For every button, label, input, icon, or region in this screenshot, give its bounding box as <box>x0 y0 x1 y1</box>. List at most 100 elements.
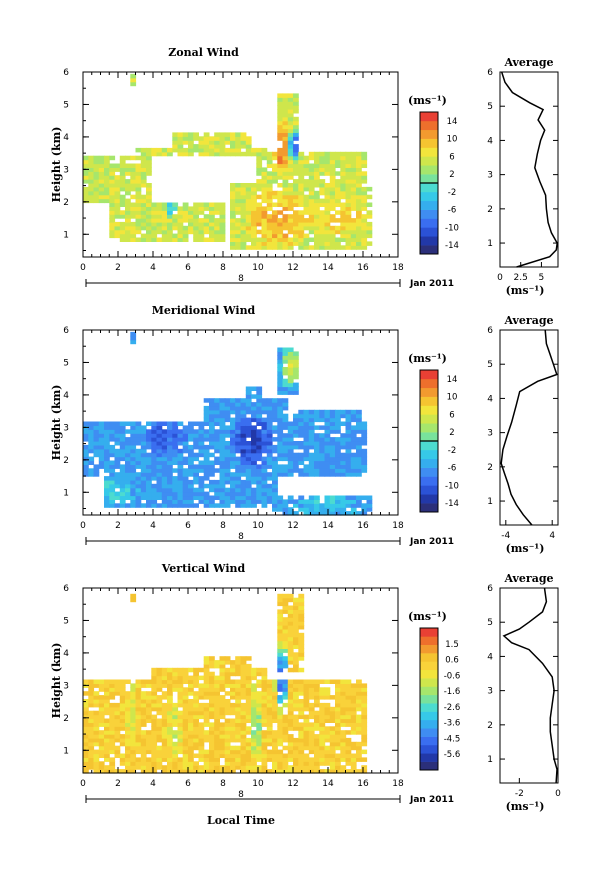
heatmap-cell <box>324 206 331 211</box>
heatmap-cell <box>240 660 247 665</box>
heatmap-cell <box>224 734 231 739</box>
heatmap-cell <box>251 183 257 188</box>
heatmap-cell <box>214 718 220 723</box>
heatmap-cell <box>314 769 320 774</box>
heatmap-cell <box>119 441 126 446</box>
heatmap-cell <box>240 398 247 403</box>
heatmap-cell <box>219 491 226 497</box>
heatmap-cell <box>235 237 242 242</box>
heatmap-cell <box>214 437 220 442</box>
heatmap-cell <box>156 495 163 500</box>
heatmap-cell <box>188 761 194 766</box>
heatmap-cell <box>261 441 268 446</box>
heatmap-cell <box>356 198 362 204</box>
heatmap-cell <box>287 347 294 352</box>
heatmap-cell <box>308 441 315 446</box>
heatmap-cell <box>277 722 284 727</box>
heatmap-cell <box>340 151 347 157</box>
heatmap-cell <box>151 667 158 673</box>
profile-y-tick-label: 1 <box>487 239 493 249</box>
heatmap-cell <box>329 456 336 462</box>
heatmap-cell <box>193 444 199 450</box>
heatmap-cell <box>303 417 310 423</box>
heatmap-cell <box>125 190 131 196</box>
heatmap-cell <box>287 667 294 673</box>
heatmap-cell <box>261 429 268 434</box>
heatmap-cell <box>345 714 352 720</box>
heatmap-cell <box>314 757 320 762</box>
colorbar-tick-label: -10 <box>445 223 459 233</box>
heatmap-cell <box>119 452 126 458</box>
heatmap-cell <box>356 456 362 462</box>
heatmap-cell <box>130 757 137 762</box>
heatmap-cell <box>230 460 236 465</box>
heatmap-cell <box>203 206 210 211</box>
heatmap-cell <box>151 460 158 465</box>
heatmap-cell <box>177 460 184 465</box>
heatmap-cell <box>98 745 105 751</box>
heatmap-cell <box>298 421 305 426</box>
heatmap-cell <box>340 710 347 716</box>
heatmap-cell <box>266 398 273 403</box>
heatmap-cell <box>114 753 121 758</box>
heatmap-cell <box>335 425 341 430</box>
heatmap-cell <box>151 734 158 739</box>
heatmap-cell <box>287 437 294 442</box>
heatmap-cell <box>356 190 362 196</box>
heatmap-cell <box>140 464 147 469</box>
heatmap-cell <box>314 702 320 708</box>
heatmap-cell <box>161 147 168 153</box>
heatmap-cell <box>298 730 305 735</box>
heatmap-cell <box>303 218 310 223</box>
heatmap-cell <box>83 702 89 708</box>
heatmap-cell <box>130 491 137 497</box>
heatmap-cell <box>219 679 226 684</box>
heatmap-cell <box>109 765 116 770</box>
heatmap-cell <box>88 163 95 168</box>
heatmap-cell <box>135 695 142 700</box>
heatmap-cell <box>235 448 242 454</box>
heatmap-cell <box>235 468 242 473</box>
heatmap-cell <box>130 210 137 215</box>
heatmap-cell <box>114 702 121 708</box>
heatmap-cell <box>240 718 247 723</box>
heatmap-cell <box>303 679 310 684</box>
heatmap-cell <box>256 186 263 192</box>
heatmap-cell <box>88 190 95 196</box>
heatmap-cell <box>130 702 137 708</box>
heatmap-cell <box>130 194 137 200</box>
heatmap-cell <box>198 706 205 712</box>
heatmap-cell <box>340 718 347 723</box>
heatmap-cell <box>209 452 215 458</box>
colorbar-tick-label: -2 <box>448 188 456 198</box>
heatmap-cell <box>109 757 116 762</box>
heatmap-cell <box>282 202 289 207</box>
heatmap-cell <box>256 163 263 168</box>
heatmap-cell <box>130 726 137 731</box>
heatmap-cell <box>119 495 126 500</box>
colorbar-tick-label: -2 <box>448 446 456 456</box>
heatmap-cell <box>277 409 284 415</box>
heatmap-cell <box>146 210 152 215</box>
colorbar-swatch <box>420 218 438 228</box>
heatmap-cell <box>356 722 362 727</box>
heatmap-cell <box>287 444 294 450</box>
heatmap-cell <box>266 726 273 731</box>
heatmap-cell <box>272 737 278 743</box>
heatmap-cell <box>287 374 294 380</box>
heatmap-cell <box>356 186 362 192</box>
heatmap-cell <box>314 718 320 723</box>
heatmap-cell <box>272 757 278 762</box>
heatmap-cell <box>83 452 89 458</box>
heatmap-cell <box>340 706 347 712</box>
heatmap-cell <box>146 468 152 473</box>
heatmap-cell <box>109 425 116 430</box>
heatmap-cell <box>308 409 315 415</box>
heatmap-cell <box>224 769 231 774</box>
heatmap-cell <box>235 683 242 688</box>
heatmap-cell <box>245 136 252 141</box>
heatmap-cell <box>224 151 231 157</box>
heatmap-cell <box>287 202 294 207</box>
x-tick-label: 18 <box>392 521 404 531</box>
heatmap-cell <box>140 448 147 454</box>
